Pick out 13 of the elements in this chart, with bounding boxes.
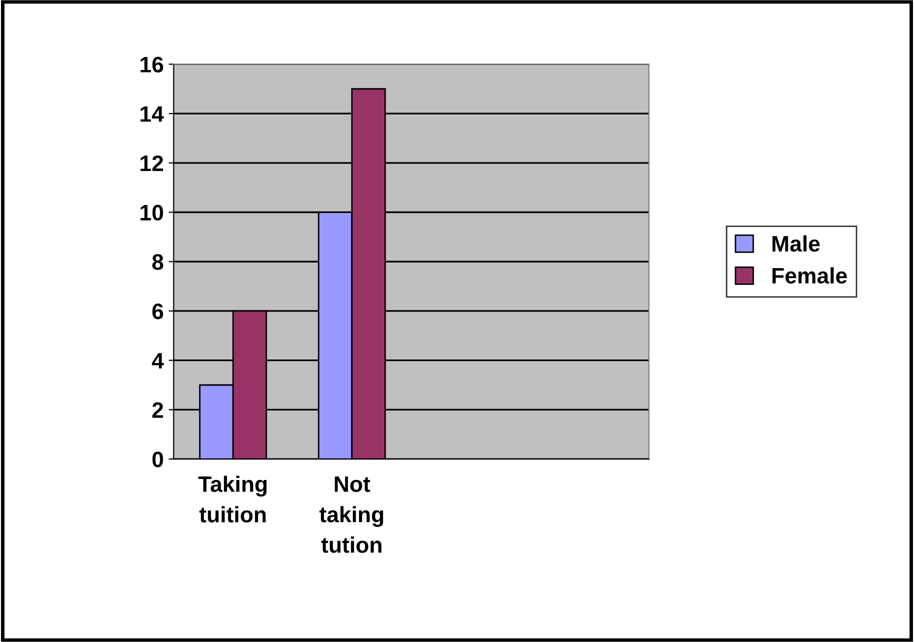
y-tick-label: 8	[152, 254, 164, 270]
legend-label: Female	[772, 267, 847, 284]
legend-label: Male	[772, 235, 820, 252]
y-tick-label: 2	[152, 402, 164, 418]
y-tick-label: 10	[140, 204, 164, 221]
y-tick-label: 12	[140, 155, 164, 171]
x-tick-label: Taking tuition	[198, 476, 267, 522]
y-tick-label: 14	[140, 106, 164, 122]
y-tick-label: 6	[152, 304, 164, 320]
x-tick-label: Not taking tution	[319, 476, 384, 553]
y-tick-label: 4	[152, 353, 164, 368]
y-tick-label: 16	[140, 56, 164, 72]
y-tick-label: 0	[152, 452, 164, 468]
